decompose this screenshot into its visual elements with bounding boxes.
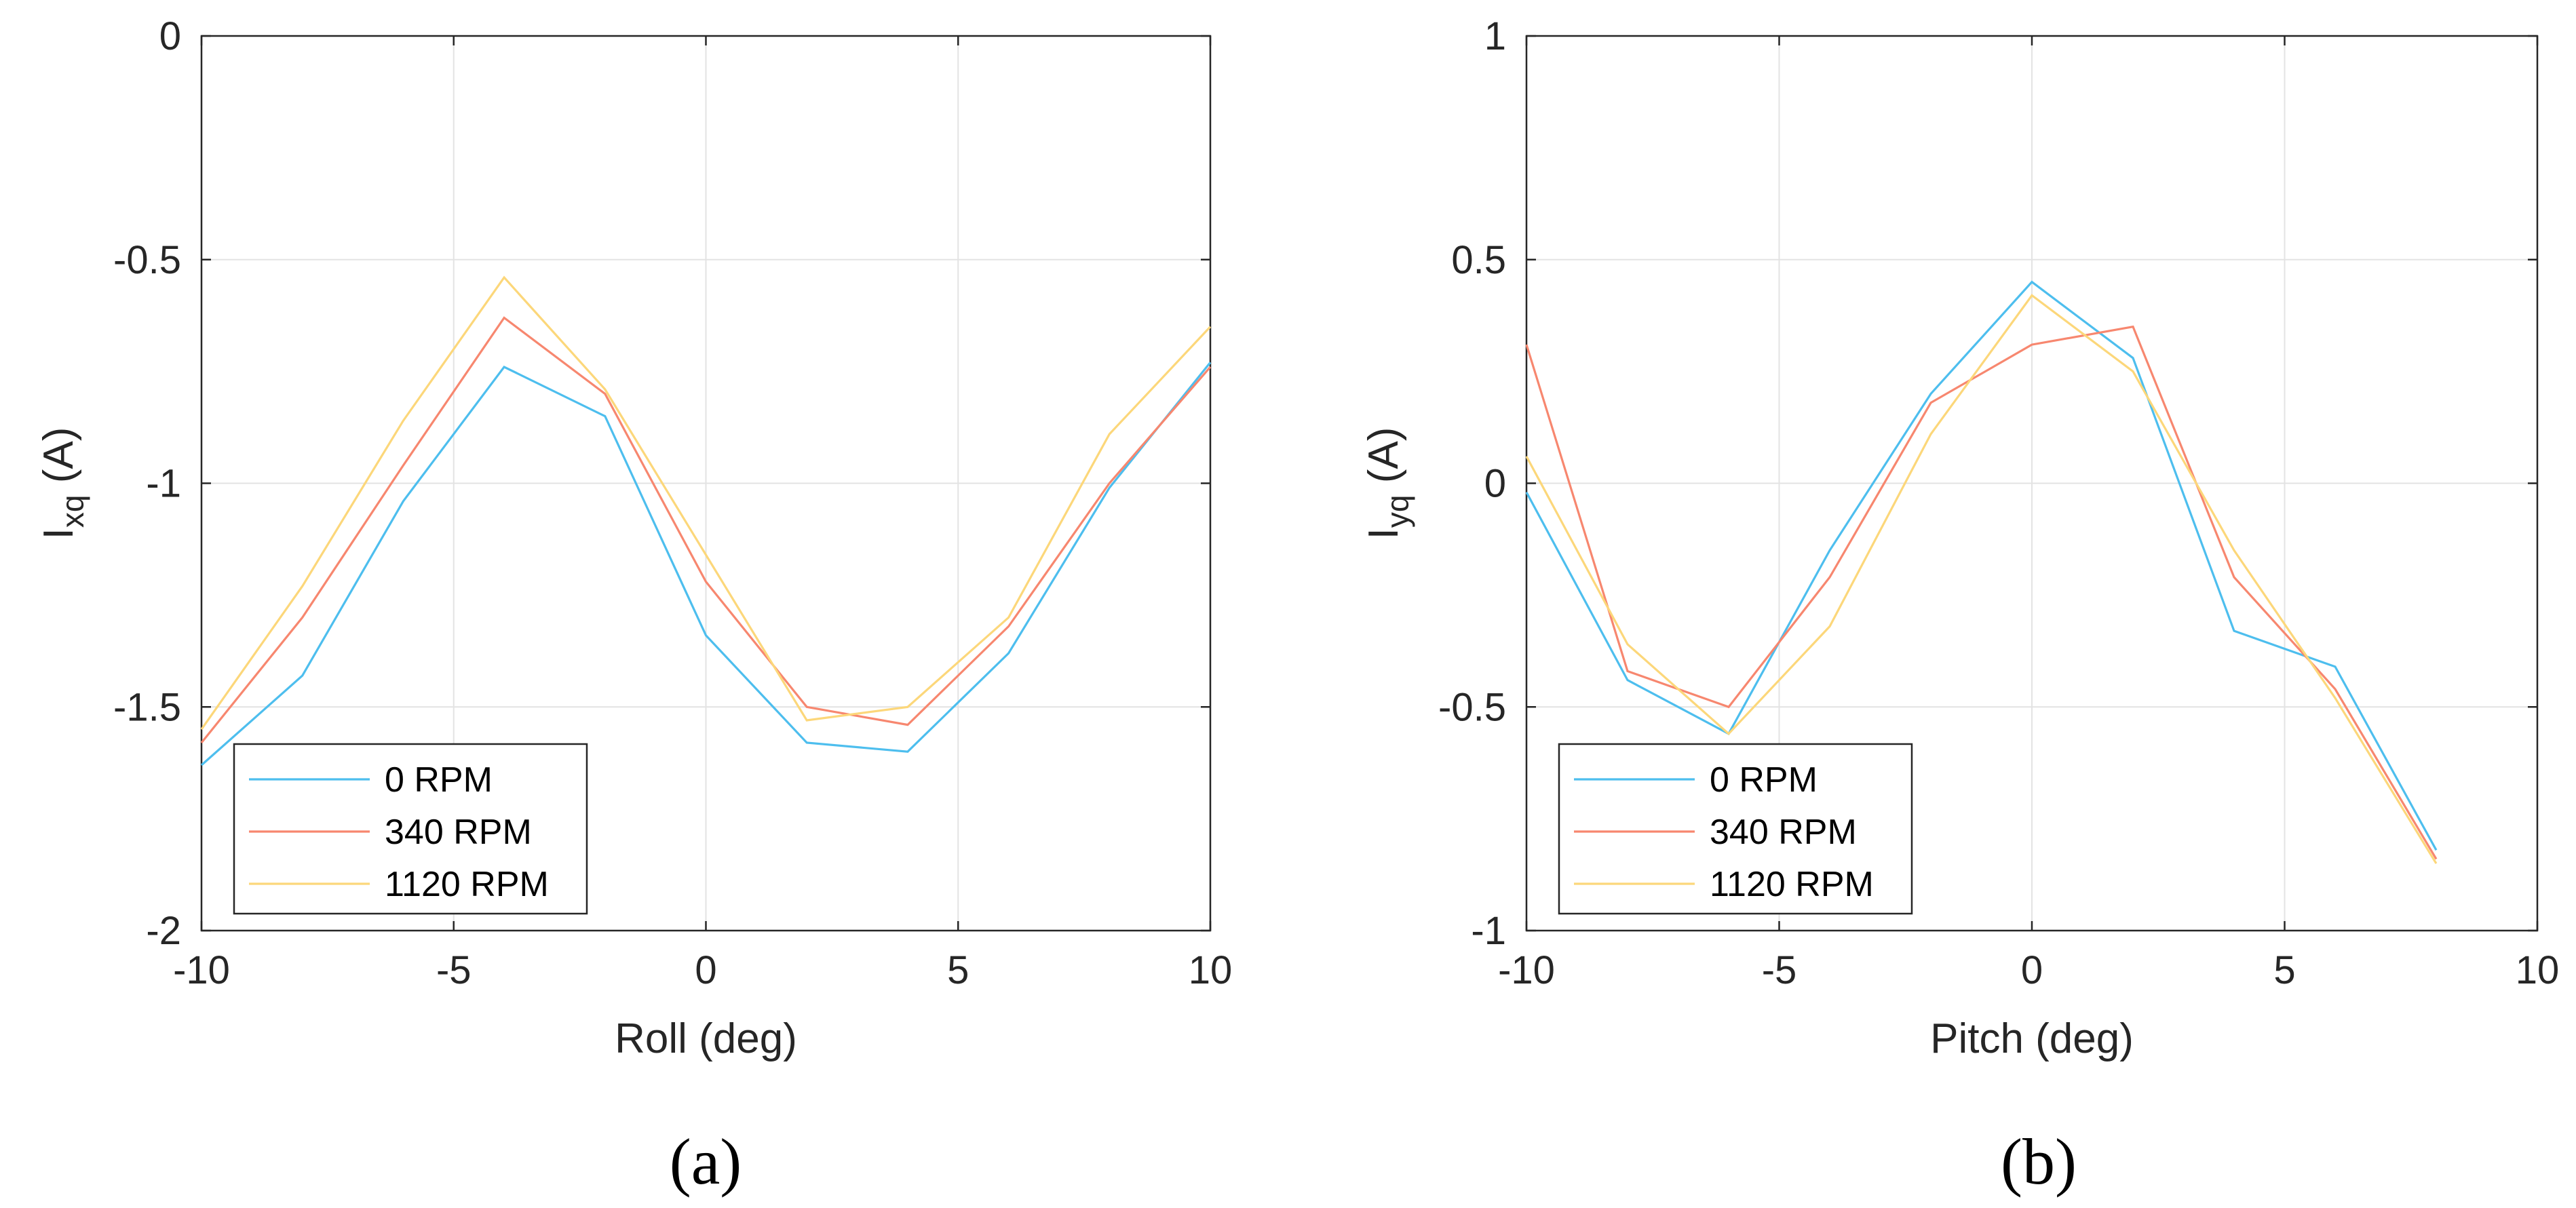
x-tick-label: 5 xyxy=(947,948,969,992)
panel-caption: (b) xyxy=(2001,1125,2077,1198)
x-tick-label: -10 xyxy=(1498,948,1555,992)
legend-label: 340 RPM xyxy=(1710,813,1857,852)
x-axis-label: Roll (deg) xyxy=(615,1015,797,1062)
x-tick-label: 5 xyxy=(2273,948,2295,992)
y-axis-label-unit: (A) xyxy=(1360,427,1407,495)
x-tick-label: 10 xyxy=(2516,948,2560,992)
legend-label: 1120 RPM xyxy=(1710,865,1874,904)
y-tick-label: 0 xyxy=(159,14,181,58)
y-axis-label: Ixq (A) xyxy=(35,427,90,540)
x-axis-label: Pitch (deg) xyxy=(1930,1015,2134,1062)
y-tick-label: -0.5 xyxy=(1438,685,1506,729)
y-axis-label-unit: (A) xyxy=(35,427,82,495)
legend-label: 0 RPM xyxy=(385,760,493,800)
y-axis-label-subscript: xq xyxy=(55,495,90,528)
y-tick-label: -1 xyxy=(146,462,181,506)
x-tick-label: 0 xyxy=(2021,948,2043,992)
y-tick-label: 1 xyxy=(1484,14,1506,58)
x-tick-label: -5 xyxy=(436,948,472,992)
y-tick-label: -1.5 xyxy=(113,685,181,729)
y-axis-label-main: I xyxy=(1360,528,1407,539)
y-axis-label: Iyq (A) xyxy=(1360,427,1415,540)
x-tick-label: -5 xyxy=(1762,948,1797,992)
legend: 0 RPM 340 RPM 1120 RPM xyxy=(1558,743,1913,915)
y-tick-label: -0.5 xyxy=(113,238,181,282)
series-line-0-rpm xyxy=(200,362,1212,766)
legend-label: 0 RPM xyxy=(1710,760,1818,800)
x-tick-label: 10 xyxy=(1189,948,1233,992)
series-line-1120-rpm xyxy=(1525,294,2438,864)
legend-label: 340 RPM xyxy=(385,813,532,852)
panel-caption: (a) xyxy=(670,1125,742,1198)
series-line-340-rpm xyxy=(200,316,1212,744)
chart-panel-a: -10 -5 0 5 10 -2 -1.5 -1 -0.5 0 Roll (deg) Ixq (A) 0… xyxy=(35,14,1232,1198)
y-tick-label: 0.5 xyxy=(1451,238,1506,282)
y-tick-label: -2 xyxy=(146,909,181,953)
legend-box xyxy=(233,743,588,915)
legend-box xyxy=(1558,743,1913,915)
chart-panel-b: -10 -5 0 5 10 -1 -0.5 0 0.5 1 Pitch (deg) Iyq (A) 0 … xyxy=(1360,14,2559,1198)
y-tick-label: 0 xyxy=(1484,462,1506,506)
y-axis-label-main: I xyxy=(35,528,82,539)
y-tick-label: -1 xyxy=(1471,909,1506,953)
x-tick-label: 0 xyxy=(695,948,716,992)
legend-label: 1120 RPM xyxy=(385,865,549,904)
x-tick-label: -10 xyxy=(173,948,230,992)
series-line-1120-rpm xyxy=(200,275,1212,730)
y-axis-label-subscript: yq xyxy=(1380,495,1415,528)
series-line-0-rpm xyxy=(1525,280,2438,851)
legend: 0 RPM 340 RPM 1120 RPM xyxy=(233,743,588,915)
